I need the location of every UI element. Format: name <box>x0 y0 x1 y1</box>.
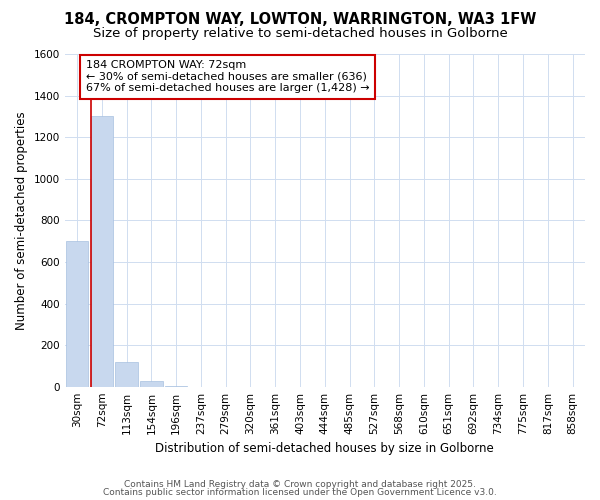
Bar <box>140 382 163 386</box>
Text: 184 CROMPTON WAY: 72sqm
← 30% of semi-detached houses are smaller (636)
67% of s: 184 CROMPTON WAY: 72sqm ← 30% of semi-de… <box>86 60 370 94</box>
Bar <box>66 241 88 386</box>
Text: 184, CROMPTON WAY, LOWTON, WARRINGTON, WA3 1FW: 184, CROMPTON WAY, LOWTON, WARRINGTON, W… <box>64 12 536 28</box>
Text: Size of property relative to semi-detached houses in Golborne: Size of property relative to semi-detach… <box>92 28 508 40</box>
Y-axis label: Number of semi-detached properties: Number of semi-detached properties <box>15 111 28 330</box>
Bar <box>91 116 113 386</box>
Bar <box>115 362 138 386</box>
Text: Contains public sector information licensed under the Open Government Licence v3: Contains public sector information licen… <box>103 488 497 497</box>
Text: Contains HM Land Registry data © Crown copyright and database right 2025.: Contains HM Land Registry data © Crown c… <box>124 480 476 489</box>
X-axis label: Distribution of semi-detached houses by size in Golborne: Distribution of semi-detached houses by … <box>155 442 494 455</box>
